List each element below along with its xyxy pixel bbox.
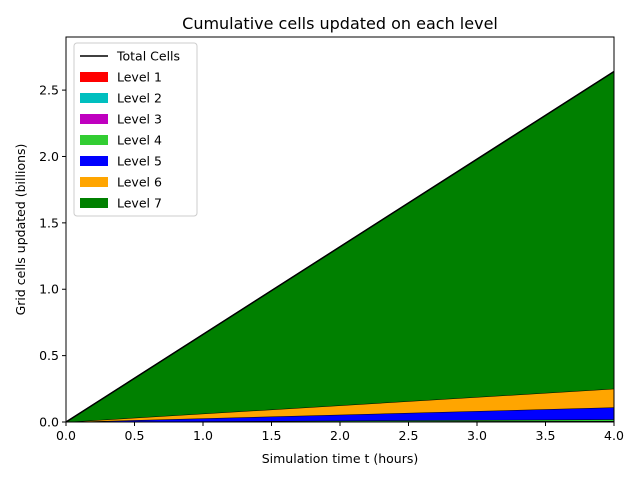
x-axis-label: Simulation time t (hours) — [262, 451, 419, 466]
legend-label: Level 5 — [117, 154, 162, 169]
x-tick-label: 3.5 — [536, 428, 556, 443]
legend-label: Level 1 — [117, 70, 162, 85]
y-axis-ticks: 0.0 0.5 1.0 1.5 2.0 2.5 — [39, 83, 66, 430]
y-axis-label: Grid cells updated (billions) — [13, 144, 28, 316]
x-tick-label: 0.5 — [125, 428, 145, 443]
x-axis-ticks: 0.0 0.5 1.0 1.5 2.0 2.5 3.0 3.5 4.0 — [56, 422, 624, 443]
y-tick-label: 1.5 — [39, 215, 59, 230]
y-tick-label: 0.0 — [39, 415, 59, 430]
boundary-line-level-5 — [65, 406, 615, 423]
x-tick-label: 1.0 — [193, 428, 213, 443]
legend-label: Level 6 — [117, 175, 162, 190]
legend: Total Cells Level 1 Level 2 Level 3 Level 4 L… — [73, 42, 198, 217]
legend-label: Level 4 — [117, 133, 162, 148]
x-tick-label: 0.0 — [56, 428, 76, 443]
plot-frame — [65, 36, 615, 423]
y-tick-label: 2.5 — [39, 83, 59, 98]
x-tick-label: 1.5 — [262, 428, 282, 443]
y-tick-label: 1.0 — [39, 282, 59, 297]
x-tick-label: 2.5 — [399, 428, 419, 443]
y-tick-label: 0.5 — [39, 348, 59, 363]
x-tick-label: 2.0 — [330, 428, 350, 443]
chart-title: Cumulative cells updated on each level — [182, 14, 498, 33]
legend-swatch — [80, 93, 108, 103]
legend-swatch — [80, 114, 108, 124]
legend-swatch — [80, 72, 108, 82]
legend-label: Level 3 — [117, 112, 162, 127]
legend-swatch — [80, 156, 108, 166]
legend-swatch — [80, 135, 108, 145]
legend-swatch — [80, 177, 108, 187]
legend-label: Level 7 — [117, 196, 162, 211]
legend-label: Level 2 — [117, 91, 162, 106]
total-cells-line — [65, 70, 615, 423]
legend-swatch — [80, 198, 108, 208]
y-tick-label: 2.0 — [39, 149, 59, 164]
x-tick-label: 4.0 — [604, 428, 624, 443]
legend-box — [73, 42, 198, 217]
area-layers — [65, 70, 615, 423]
legend-label: Total Cells — [116, 49, 180, 64]
x-tick-label: 3.0 — [467, 428, 487, 443]
